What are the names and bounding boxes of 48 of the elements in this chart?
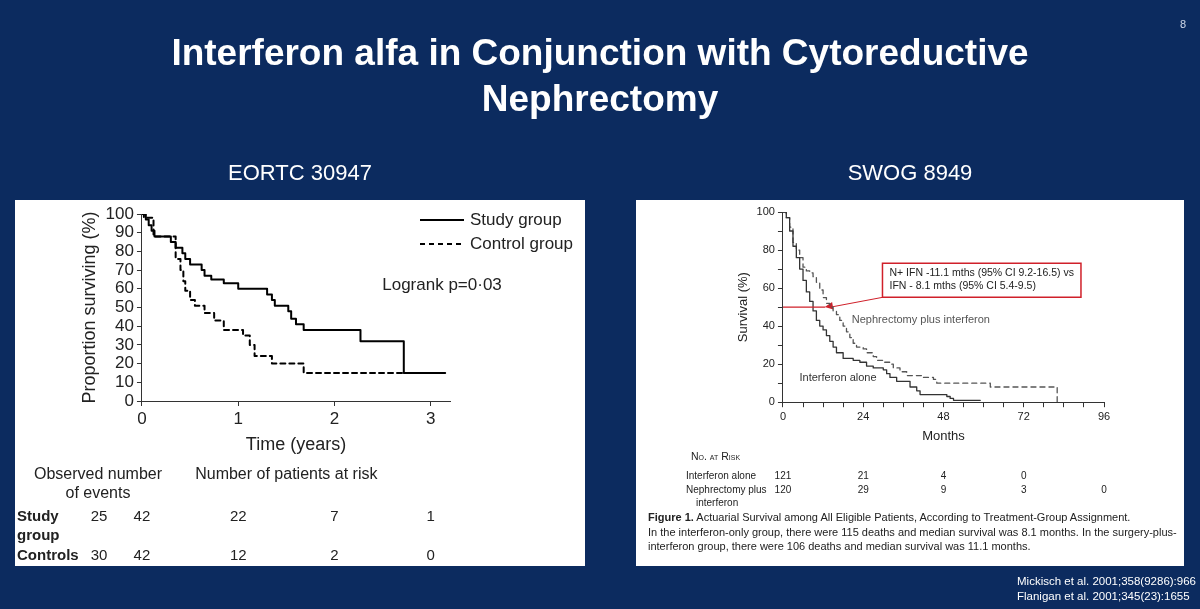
x-tick-label: 3	[426, 408, 436, 428]
x-tick-label: 0	[137, 408, 147, 428]
y-tick-label: 80	[115, 241, 134, 261]
y-tick-label: 20	[115, 353, 134, 373]
text: Nephrectomy plus interferon 120 29 9 3 0	[686, 484, 1107, 508]
y-tick-label: 60	[115, 278, 134, 298]
x-tick-label: 1	[233, 408, 243, 428]
y-axis-title: Survival (%)	[735, 272, 751, 343]
annotation: Logrank p=0·03	[382, 274, 502, 294]
y-tick-label: 0	[768, 395, 775, 408]
y-tick-label: 50	[115, 297, 134, 317]
text: Study group 25 42 22 7 1	[17, 507, 435, 543]
y-tick-label: 10	[115, 371, 134, 391]
text: No. at Risk	[691, 450, 741, 462]
legend-label: Control group	[470, 233, 574, 253]
y-tick-label: 20	[762, 357, 775, 370]
x-tick-label: 24	[857, 409, 870, 422]
y-tick-label: 90	[115, 222, 134, 242]
text: Controls 30 42 12 2 0	[17, 546, 435, 563]
y-tick-label: 100	[105, 203, 134, 223]
chart-title: SWOG 8949	[846, 159, 974, 187]
text: 8	[1179, 18, 1186, 30]
text: Interferon alfa in Conjunction with Cytoreductive Nephrectomy	[170, 31, 1030, 121]
legend-label: Study group	[470, 209, 562, 229]
x-axis-title: Months	[922, 427, 966, 443]
annotation: N+ IFN -11.1 mths (95% CI 9.2-16.5) vs IFN - 8.1 mths (95% CI 5.4-9.5)	[889, 266, 1074, 292]
y-tick-label: 40	[762, 319, 775, 332]
y-axis-title: Proportion surviving (%)	[78, 211, 99, 404]
x-axis-title: Time (years)	[245, 434, 347, 455]
x-tick-label: 96	[1097, 409, 1111, 422]
text: Observed number of events Number of patients at risk	[33, 465, 378, 501]
x-tick-label: 0	[779, 409, 787, 422]
legend-label: Interferon alone	[799, 371, 877, 384]
x-tick-label: 2	[329, 408, 340, 428]
y-tick-label: 40	[115, 315, 134, 335]
x-tick-label: 72	[1017, 409, 1030, 422]
text: Interferon alone 121 21 4 0	[686, 470, 1027, 481]
x-tick-label: 48	[937, 409, 950, 422]
caption: Figure 1. Actuarial Survival among All Eligible Patients, According to Treatment-Group Assignment. In the interferon-only group, there were 115 deaths and median survival was 8.1 months. In the surgery-plus-interferon group, there were 106 deaths and median survival was 11.1 months.	[648, 510, 1178, 554]
y-tick-label: 70	[115, 259, 134, 279]
y-tick-label: 60	[762, 281, 775, 294]
text: Flanigan et al. 2001;345(23):1655	[1017, 589, 1191, 604]
y-tick-label: 100	[756, 205, 775, 218]
y-tick-label: 30	[115, 334, 134, 354]
text: Mickisch et al. 2001;358(9286):966	[1017, 574, 1196, 589]
series-label: Nephrectomy plus interferon	[851, 313, 990, 326]
y-tick-label: 80	[762, 243, 775, 256]
chart-title: EORTC 30947	[227, 159, 373, 187]
